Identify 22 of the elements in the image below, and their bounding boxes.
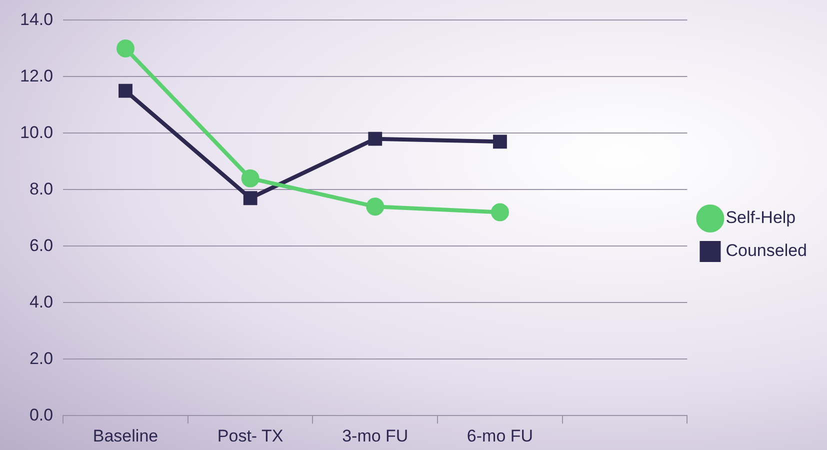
point <box>490 203 509 222</box>
y-tick-label: 6.0 <box>29 236 54 255</box>
x-tick-label: 3-mo FU <box>342 426 408 446</box>
x-tick-label: 6-mo FU <box>466 426 534 446</box>
point <box>368 132 382 146</box>
x-tick-label: Post- TX <box>217 426 284 446</box>
point <box>366 198 384 216</box>
point <box>493 134 507 149</box>
y-tick-label: 14.0 <box>20 10 54 29</box>
y-tick-label: 4.0 <box>29 292 54 312</box>
y-tick-label: 10.0 <box>20 122 54 142</box>
point <box>116 39 134 58</box>
x-tick-label: Baseline <box>92 426 158 446</box>
y-tick-label: 0.0 <box>29 405 54 424</box>
point <box>241 169 260 188</box>
point <box>243 191 258 206</box>
y-tick-label: 8.0 <box>29 179 54 198</box>
y-tick-label: 2.0 <box>29 348 54 368</box>
legend-label: Counseled <box>726 241 807 260</box>
y-tick-label: 12.0 <box>20 66 54 86</box>
legend-label: Self-Help <box>726 208 796 228</box>
point <box>118 84 132 98</box>
